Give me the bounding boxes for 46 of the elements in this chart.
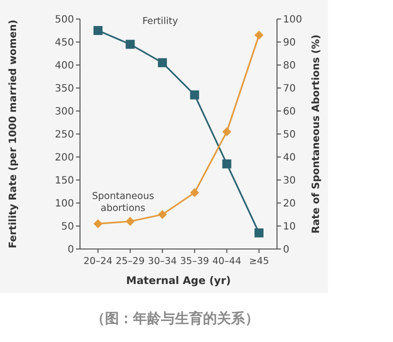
point [254,228,264,238]
point [222,159,232,168]
y2-axis-title: Rate of Spontaneous Abortions (%) [311,34,322,234]
y-tick-label: 450 [54,38,74,48]
point [94,26,102,35]
y2-tick-label: 70 [283,84,296,94]
y-axis-title: Fertility Rate (per 1000 married women) [8,20,19,248]
y2-tick-label: 90 [283,38,296,48]
y2-tick-label: 30 [283,176,296,186]
point [254,30,264,40]
y-tick-label: 500 [54,14,74,26]
point [158,210,167,219]
point [222,127,232,136]
point [126,216,135,226]
text: （图：年龄与生育的关系） [91,310,259,327]
point [126,40,135,49]
x-tick-label: ≥45 [248,256,270,267]
y2-tick-label: 60 [283,106,296,118]
series-label: Fertility [142,16,178,27]
series-label: Spontaneous abortions [92,191,154,214]
y-tick-label: 400 [54,60,74,72]
x-tick-label: 30–34 [148,256,177,267]
y2-tick-label: 50 [283,130,296,140]
y2-tick-label: 0 [283,244,290,256]
x-tick-label: 35–39 [180,256,210,267]
y-tick-label: 150 [54,176,74,186]
x-tick-label: 25–29 [116,256,145,267]
x-axis-title: Maternal Age (yr) [126,275,231,287]
point [190,90,200,100]
y-tick-label: 100 [54,198,74,210]
y-tick-label: 250 [54,130,74,140]
y-tick-label: 200 [54,152,74,164]
y-tick-label: 300 [54,106,74,118]
y-tick-label: 0 [68,244,74,256]
y2-tick-label: 40 [283,152,296,164]
y2-tick-label: 20 [283,198,296,210]
x-tick-label: 20–24 [84,256,112,267]
y-tick-label: 350 [54,84,74,94]
y2-tick-label: 80 [283,60,296,72]
y2-tick-label: 100 [283,14,302,26]
y-tick-label: 50 [61,222,74,232]
point [190,188,200,198]
x-tick-label: 40–44 [212,256,242,267]
y2-tick-label: 10 [283,222,296,232]
point [158,58,167,68]
point [94,219,102,228]
